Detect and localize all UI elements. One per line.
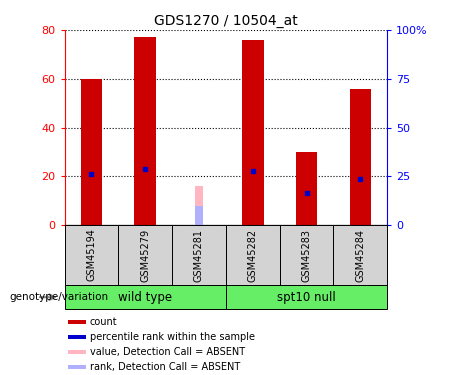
Bar <box>333 225 387 285</box>
Bar <box>65 225 118 285</box>
Bar <box>118 225 172 285</box>
Bar <box>296 152 317 225</box>
Bar <box>280 225 333 285</box>
Text: GSM45283: GSM45283 <box>301 228 312 282</box>
Bar <box>172 225 226 285</box>
Text: count: count <box>90 317 118 327</box>
Title: GDS1270 / 10504_at: GDS1270 / 10504_at <box>154 13 298 28</box>
Text: rank, Detection Call = ABSENT: rank, Detection Call = ABSENT <box>90 362 240 372</box>
Text: GSM45281: GSM45281 <box>194 228 204 282</box>
Text: spt10 null: spt10 null <box>277 291 336 304</box>
Bar <box>68 350 86 354</box>
Bar <box>65 285 226 309</box>
Bar <box>81 79 102 225</box>
Text: GSM45284: GSM45284 <box>355 228 366 282</box>
Bar <box>68 365 86 369</box>
Text: value, Detection Call = ABSENT: value, Detection Call = ABSENT <box>90 347 245 357</box>
Text: GSM45279: GSM45279 <box>140 228 150 282</box>
Text: wild type: wild type <box>118 291 172 304</box>
Bar <box>226 225 280 285</box>
Bar <box>226 285 387 309</box>
Bar <box>68 335 86 339</box>
Bar <box>242 40 264 225</box>
Bar <box>68 320 86 324</box>
Text: percentile rank within the sample: percentile rank within the sample <box>90 332 255 342</box>
Text: GSM45194: GSM45194 <box>86 228 96 281</box>
Text: genotype/variation: genotype/variation <box>9 292 108 302</box>
Bar <box>195 186 203 225</box>
Bar <box>195 206 203 225</box>
Text: GSM45282: GSM45282 <box>248 228 258 282</box>
Bar <box>135 38 156 225</box>
Bar <box>349 88 371 225</box>
